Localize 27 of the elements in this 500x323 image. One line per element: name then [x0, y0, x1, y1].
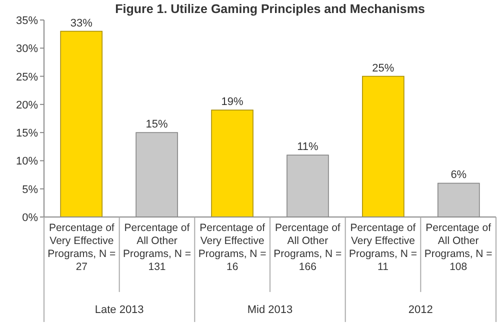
- data-label: 6%: [450, 169, 467, 182]
- text: 2012: [408, 304, 433, 316]
- data-label: 15%: [146, 118, 168, 131]
- data-label: 11%: [297, 141, 319, 154]
- chart-title: Figure 1. Utilize Gaming Principles and Mechanisms: [115, 2, 425, 16]
- y-tick-label: 25%: [16, 71, 38, 84]
- data-label: 33%: [70, 17, 93, 30]
- y-tick-label: 20%: [16, 99, 38, 112]
- y-tick-label: 0%: [22, 212, 38, 224]
- x-tick-label: Percentage of Very Effective Programs, N = 11: [349, 222, 417, 273]
- y-tick-label: 5%: [22, 184, 38, 196]
- x-tick-label: Percentage of All Other Programs, N = 166: [274, 222, 342, 273]
- x-tick-label: Percentage of All Other Programs, N = 108: [424, 222, 492, 273]
- text: Mid 2013: [247, 304, 293, 316]
- data-label: 25%: [372, 62, 394, 74]
- x-tick-label: Percentage of All Other Programs, N = 131: [123, 222, 191, 273]
- text: Late 2013: [94, 304, 144, 316]
- x-tick-label: Percentage of Very Effective Programs, N = 27: [48, 222, 116, 273]
- y-tick-label: 35%: [16, 15, 38, 27]
- data-label: 19%: [221, 96, 244, 108]
- bar: [60, 30, 103, 218]
- y-tick-label: 30%: [16, 43, 38, 56]
- bar: [211, 110, 254, 218]
- bar: [362, 76, 404, 218]
- x-tick-label: Percentage of Very Effective Programs, N = 16: [198, 222, 266, 273]
- y-tick-label: 10%: [16, 156, 38, 168]
- y-tick-label: 15%: [16, 128, 38, 140]
